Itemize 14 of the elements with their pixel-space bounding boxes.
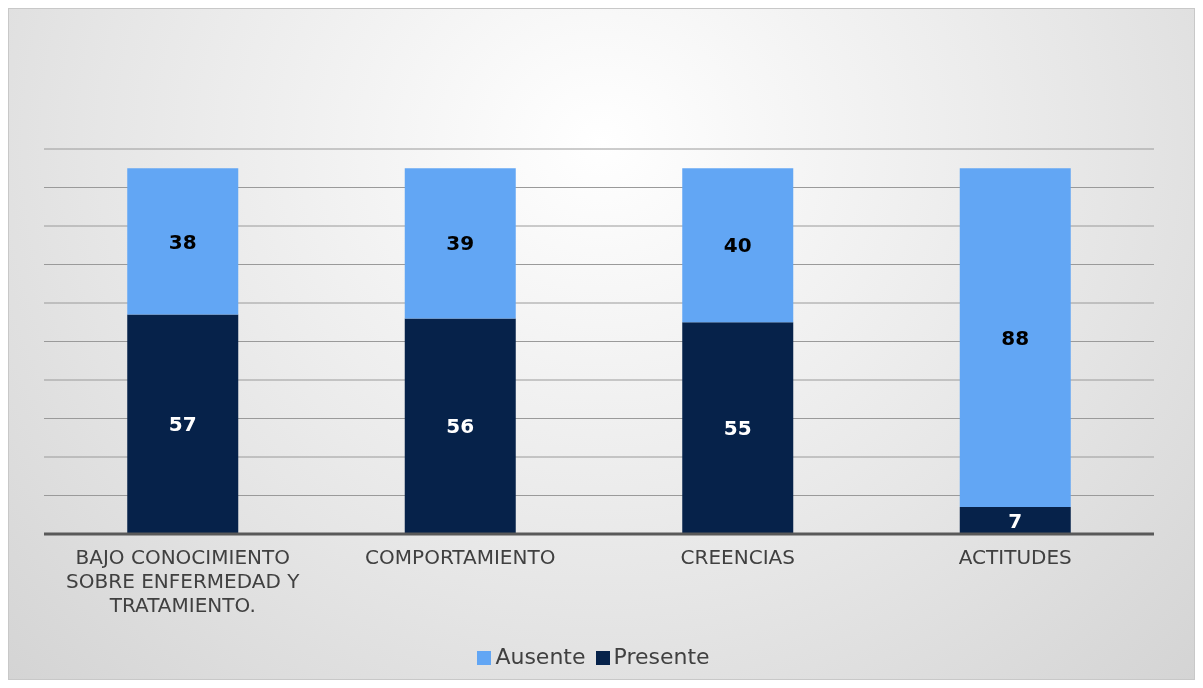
x-tick-label: BAJO CONOCIMIENTO SOBRE ENFERMEDAD Y TRATAMIENTO. [66, 545, 301, 617]
data-label: 40 [723, 233, 752, 258]
data-label: 55 [723, 416, 752, 441]
data-label: 56 [446, 414, 475, 439]
legend-label: Presente [613, 644, 710, 669]
x-tick-label: CREENCIAS [680, 545, 795, 569]
data-label: 38 [168, 229, 197, 254]
data-label: 88 [1001, 325, 1030, 350]
data-label: 57 [168, 412, 197, 437]
data-label: 39 [446, 231, 475, 256]
x-tick-label: COMPORTAMIENTO [365, 545, 556, 569]
data-label: 7 [1008, 508, 1023, 533]
x-tick-label: ACTITUDES [958, 545, 1072, 569]
legend-label: Ausente [495, 644, 586, 669]
